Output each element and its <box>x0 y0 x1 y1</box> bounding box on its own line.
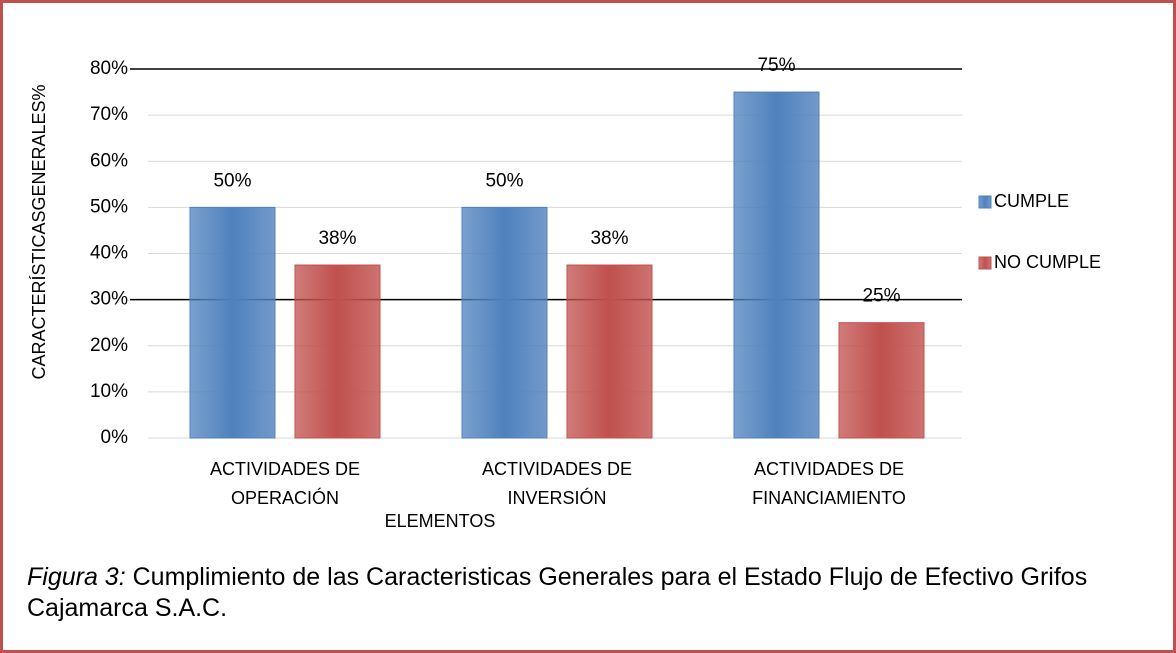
legend-swatch <box>978 195 992 209</box>
y-tick-label: 20% <box>90 335 128 356</box>
y-tick-label: 80% <box>90 58 128 79</box>
y-tick-label: 40% <box>90 243 128 264</box>
x-axis-label: ELEMENTOS <box>385 511 496 531</box>
y-tick-label: 30% <box>90 289 128 310</box>
y-tick-label: 60% <box>90 150 128 171</box>
value-label: 50% <box>485 170 523 191</box>
value-label: 38% <box>590 228 628 249</box>
y-tick-label: 50% <box>90 196 128 217</box>
value-label: 50% <box>213 170 251 191</box>
x-tick-label: ACTIVIDADES DE FINANCIAMIENTO <box>752 459 906 508</box>
y-tick-label: 10% <box>90 381 128 402</box>
bar <box>294 264 381 439</box>
value-label: 75% <box>757 55 795 76</box>
value-label: 25% <box>862 286 900 307</box>
bar <box>838 322 925 439</box>
legend-label: NO CUMPLE <box>994 252 1101 272</box>
bar <box>566 264 653 439</box>
y-axis-label: CARACTERÍSTICASGENERALES% <box>29 84 49 379</box>
bar <box>461 206 548 439</box>
bar <box>189 206 276 439</box>
legend-label: CUMPLE <box>994 191 1069 211</box>
x-tick-label: ACTIVIDADES DE OPERACIÓN <box>210 459 360 508</box>
caption: Figura 3: Cumplimiento de las Caracteris… <box>27 562 1127 624</box>
x-tick-label: ACTIVIDADES DE INVERSIÓN <box>482 459 632 508</box>
value-label: 38% <box>318 228 356 249</box>
bar <box>733 91 820 439</box>
legend-swatch <box>978 256 992 270</box>
y-tick-label: 0% <box>101 427 129 448</box>
caption-text: Cumplimiento de las Caracteristicas Gene… <box>27 563 1088 622</box>
y-tick-label: 70% <box>90 104 128 125</box>
caption-label: Figura 3: <box>27 563 126 591</box>
